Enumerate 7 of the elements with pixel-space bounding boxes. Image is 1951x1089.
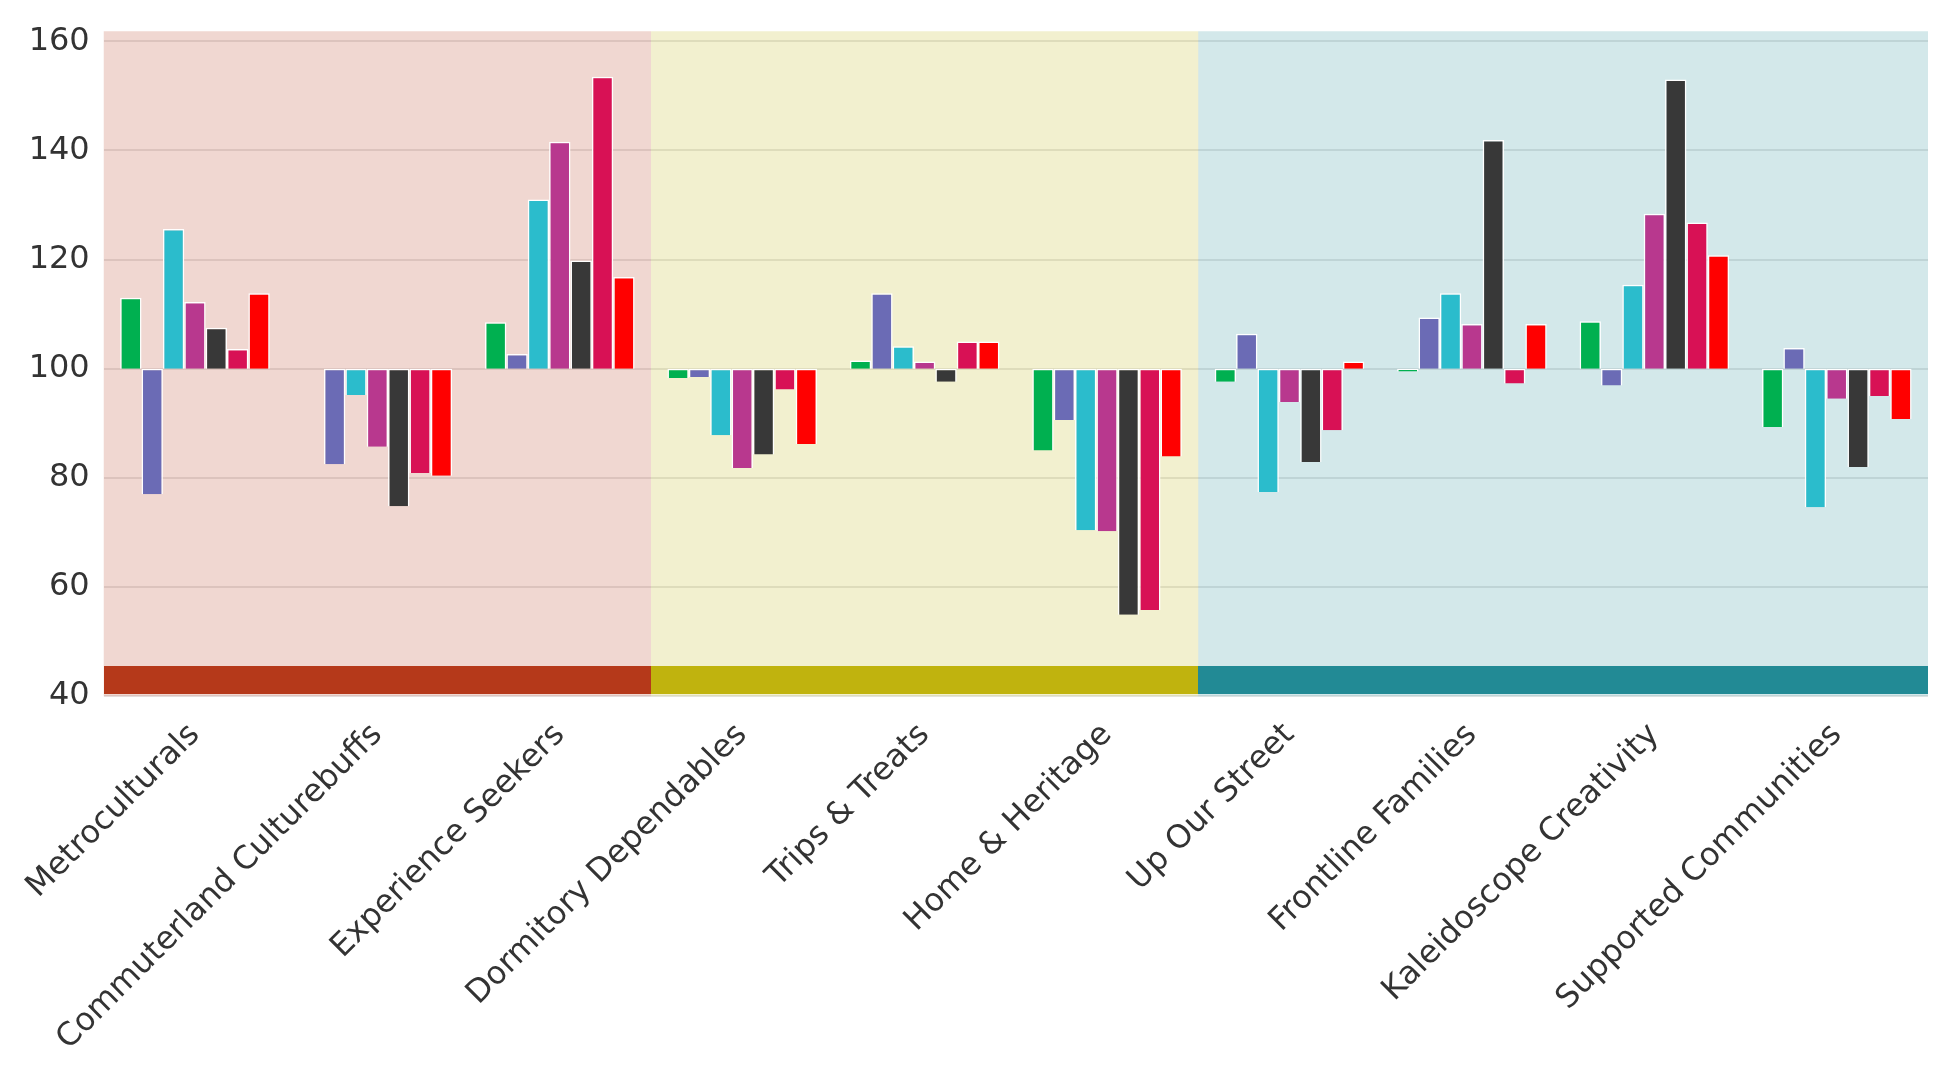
y-tick-label: 100 xyxy=(28,347,90,385)
y-tick-label: 60 xyxy=(49,565,90,604)
y-tick-label: 140 xyxy=(28,128,90,167)
y-tick-label: 160 xyxy=(28,19,90,58)
y-tick-label: 80 xyxy=(49,456,90,495)
y-tick-label: 40 xyxy=(49,674,90,713)
y-tick-label: 120 xyxy=(28,237,90,276)
